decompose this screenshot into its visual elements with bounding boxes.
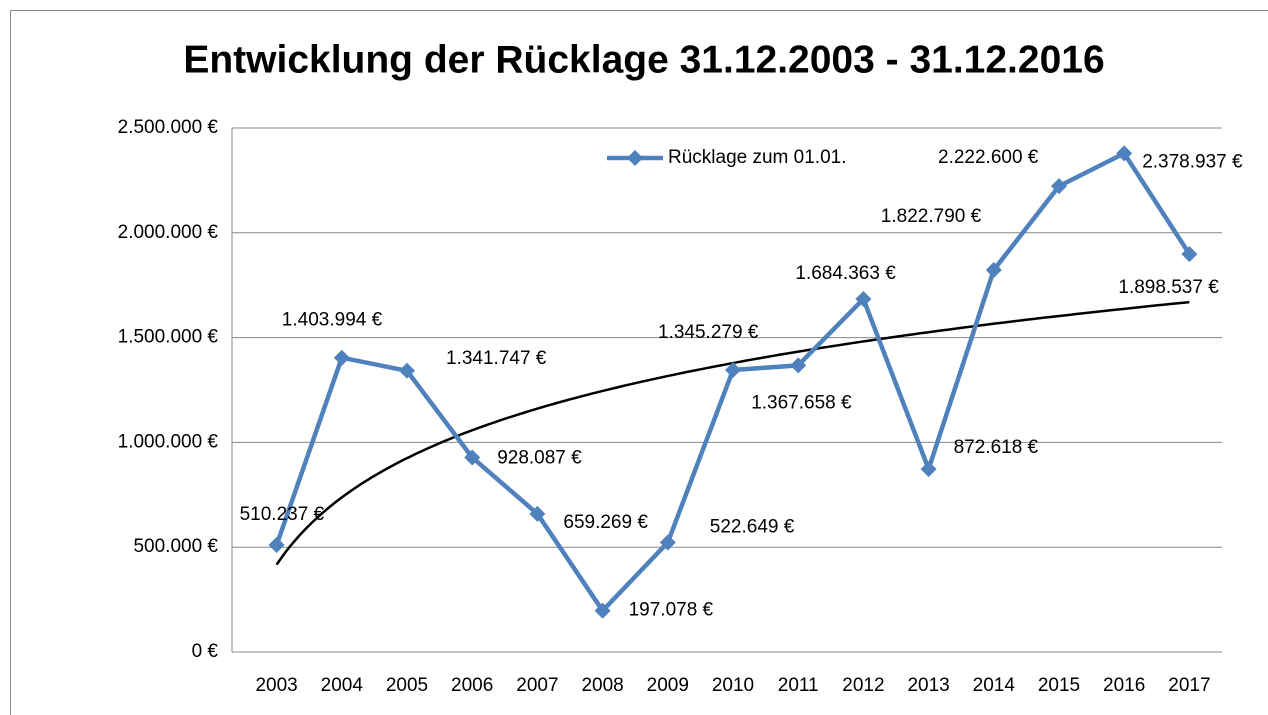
point (920, 461, 937, 478)
y-tick-label: 0 € (192, 641, 219, 662)
data-label: 1.403.994 € (282, 310, 383, 331)
x-tick-label: 2005 (386, 675, 428, 696)
x-tick-label: 2003 (255, 675, 297, 696)
data-label: 197.078 € (629, 600, 714, 621)
point (985, 261, 1002, 278)
x-tick-label: 2008 (581, 675, 623, 696)
point (790, 357, 807, 374)
legend-label: Rücklage zum 01.01. (668, 147, 847, 168)
point (855, 290, 872, 307)
y-tick-label: 500.000 € (133, 536, 218, 557)
x-tick-label: 2007 (516, 675, 558, 696)
point (1116, 145, 1133, 162)
data-label: 1.822.790 € (881, 206, 982, 227)
data-label: 1.345.279 € (658, 322, 759, 343)
chart-title: Entwicklung der Rücklage 31.12.2003 - 31… (183, 38, 1104, 81)
data-label: 1.341.747 € (446, 348, 547, 369)
data-label: 522.649 € (710, 516, 795, 537)
point (594, 602, 611, 619)
point (529, 505, 546, 522)
point (333, 349, 350, 366)
y-tick-label: 2.500.000 € (118, 117, 219, 138)
data-label: 510.237 € (240, 504, 325, 525)
x-tick-label: 2004 (321, 675, 364, 696)
data-label: 659.269 € (563, 512, 648, 533)
x-tick-label: 2009 (647, 675, 689, 696)
data-label: 2.222.600 € (938, 147, 1039, 168)
legend-marker (627, 150, 643, 166)
x-tick-label: 2010 (712, 675, 754, 696)
data-label: 1.367.658 € (751, 392, 852, 413)
data-label: 2.378.937 € (1142, 151, 1243, 172)
y-tick-label: 2.000.000 € (118, 222, 219, 243)
data-label: 1.898.537 € (1118, 277, 1219, 298)
x-tick-label: 2015 (1038, 675, 1080, 696)
data-label: 928.087 € (497, 447, 582, 468)
point (464, 449, 481, 466)
x-tick-label: 2006 (451, 675, 493, 696)
y-tick-label: 1.500.000 € (118, 327, 219, 348)
point (399, 362, 415, 379)
data-label: 1.684.363 € (795, 263, 896, 284)
y-tick-label: 1.000.000 € (118, 431, 219, 452)
series-line (274, 151, 1192, 613)
x-tick-label: 2011 (778, 675, 819, 696)
x-tick-label: 2017 (1168, 675, 1210, 696)
x-tick-label: 2013 (907, 675, 949, 696)
point (268, 537, 285, 554)
point (725, 362, 741, 379)
x-tick-label: 2014 (973, 675, 1016, 696)
point (1181, 246, 1198, 263)
point (659, 534, 676, 551)
data-label: 872.618 € (954, 437, 1039, 458)
point (1051, 178, 1067, 195)
x-tick-label: 2016 (1103, 675, 1145, 696)
x-tick-label: 2012 (842, 675, 884, 696)
